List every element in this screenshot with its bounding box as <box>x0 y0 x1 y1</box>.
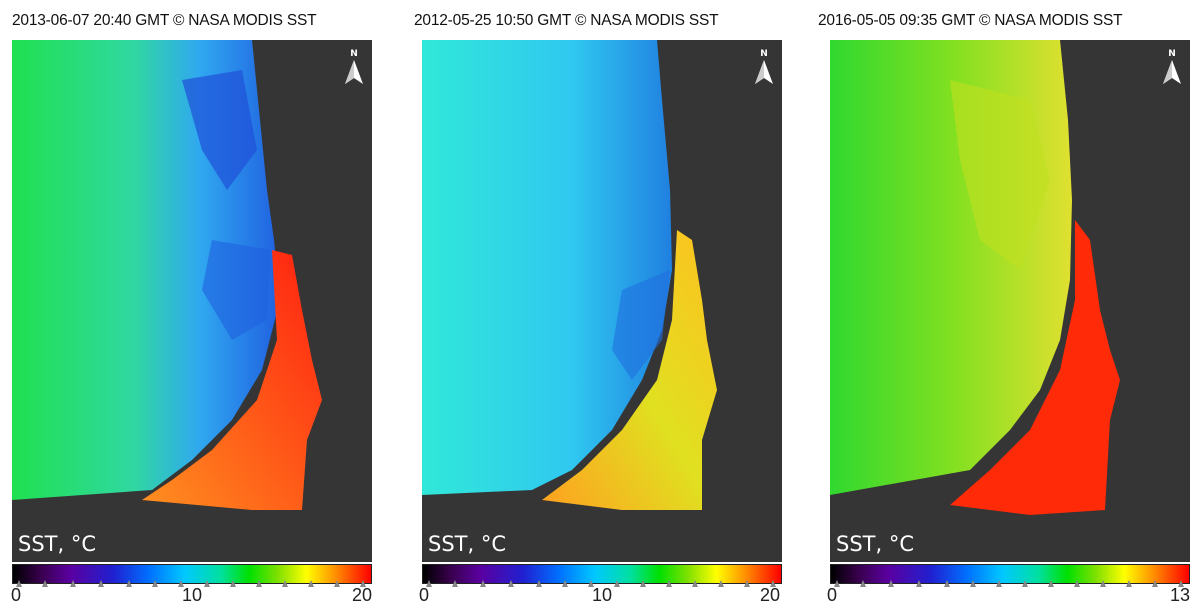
color-scale-ticks <box>16 580 366 587</box>
scale-min-label: 0 <box>10 585 22 605</box>
svg-text:N: N <box>350 49 358 59</box>
variable-label: SST, °C <box>836 532 915 556</box>
color-scale-bar <box>422 564 782 584</box>
color-scale-ticks <box>426 580 776 587</box>
scale-max-label: 20 <box>759 585 781 605</box>
sea-surface <box>422 40 717 510</box>
scale-min-label: 0 <box>826 585 838 605</box>
panel-title: 2013-06-07 20:40 GMT © NASA MODIS SST <box>12 12 317 29</box>
panel-title: 2016-05-05 09:35 GMT © NASA MODIS SST <box>818 12 1123 29</box>
sst-panel-1: 2013-06-07 20:40 GMT © NASA MODIS SST <box>10 0 404 608</box>
scale-mid-label: 10 <box>181 585 203 605</box>
sea-surface <box>830 40 1120 515</box>
scale-max-label: 13 <box>1169 585 1191 605</box>
scale-mid-label: 10 <box>591 585 613 605</box>
sst-map: N SST, °C <box>422 40 782 562</box>
color-scale-bar <box>830 564 1190 584</box>
variable-label: SST, °C <box>18 532 97 556</box>
sst-panel-2: 2012-05-25 10:50 GMT © NASA MODIS SST N <box>414 0 806 608</box>
north-arrow-icon: N <box>755 49 773 84</box>
sst-panel-3: 2016-05-05 09:35 GMT © NASA MODIS SST N … <box>818 0 1203 608</box>
sst-map: N SST, °C <box>12 40 372 562</box>
sea-surface <box>12 40 322 510</box>
svg-text:N: N <box>760 49 768 59</box>
variable-label: SST, °C <box>428 532 507 556</box>
north-arrow-icon: N <box>345 49 363 84</box>
svg-text:N: N <box>1168 49 1176 59</box>
sst-map: N SST, °C <box>830 40 1190 562</box>
scale-min-label: 0 <box>418 585 430 605</box>
panel-title: 2012-05-25 10:50 GMT © NASA MODIS SST <box>414 12 719 29</box>
north-arrow-icon: N <box>1163 49 1181 84</box>
color-scale-ticks <box>834 580 1184 587</box>
color-scale-bar <box>12 564 372 584</box>
scale-max-label: 20 <box>351 585 373 605</box>
